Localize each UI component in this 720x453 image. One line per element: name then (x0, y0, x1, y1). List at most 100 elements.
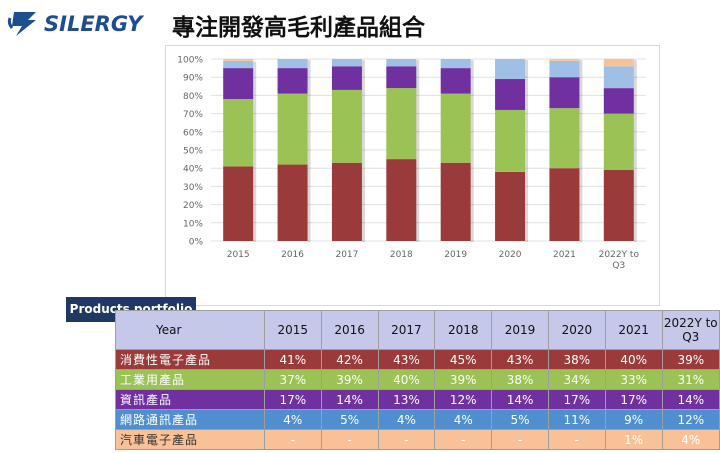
bar-segment (495, 79, 526, 110)
table-cell: 42% (320, 349, 379, 370)
bar-shadow (470, 69, 474, 95)
bar-segment (331, 162, 362, 241)
bar-segment (223, 60, 254, 69)
bar-segment (223, 99, 254, 167)
bar-segment (603, 88, 634, 114)
row-label: 消費性電子產品 (115, 349, 265, 370)
bar-shadow (253, 100, 257, 168)
year-column-header: 2016 (320, 310, 379, 350)
table-row: 工業用產品 37% 39% 40% 39% 38% 34% 33% 31% (115, 369, 720, 390)
table-cell: 38% (547, 349, 606, 370)
bar-shadow (470, 94, 474, 164)
bar-shadow (579, 60, 583, 62)
x-tick-label: 2019 (444, 250, 467, 260)
bar-segment (223, 166, 254, 241)
table-cell: 39% (320, 369, 379, 390)
table-cell: 38% (491, 369, 549, 390)
table-cell: 33% (604, 369, 663, 390)
table-cell: 5% (491, 409, 549, 430)
bar-segment (277, 59, 308, 69)
table-cell: 40% (377, 369, 436, 390)
bar-segment (549, 168, 580, 241)
bar-segment (495, 59, 526, 80)
row-label: 資訊產品 (115, 389, 265, 410)
table-cell: 12% (661, 409, 720, 430)
year-column-header: 2017 (377, 310, 436, 350)
bar-segment (277, 68, 308, 94)
table-cell: 14% (320, 389, 379, 410)
year-column-header: 2022Y to Q3 (661, 310, 720, 350)
bar-segment (549, 59, 580, 61)
bar-shadow (579, 78, 583, 110)
bar-shadow (361, 163, 365, 242)
table-cell: 40% (604, 349, 663, 370)
silergy-logo: SILERGY (6, 6, 156, 40)
portfolio-table: Year 2015 2016 2017 2018 2019 2020 2021 2022Y t… (115, 310, 720, 450)
bar-shadow (416, 89, 420, 161)
bar-shadow (307, 69, 311, 95)
table-cell: 1% (604, 429, 663, 450)
y-tick-label: 90% (183, 74, 203, 84)
bar-segment (440, 162, 471, 241)
table-cell: - (377, 429, 436, 450)
bar-segment (603, 66, 634, 89)
y-tick-label: 0% (189, 238, 204, 248)
table-cell: 14% (491, 389, 549, 410)
stacked-bar-chart: 0% 10% 20% 30% 40% 50% 60% 70% 80% 90% 100% 2015 201… (165, 45, 660, 349)
table-cell: 13% (377, 389, 436, 410)
bar-segment (603, 59, 634, 67)
table-cell: 17% (604, 389, 663, 410)
row-label: 汽車電子產品 (115, 429, 265, 450)
y-tick-label: 70% (183, 110, 203, 120)
bar-segment (386, 66, 417, 89)
bar-shadow (525, 110, 529, 173)
chart-plot: 0% 10% 20% 30% 40% 50% 60% 70% 80% 90% 100% 2015 201… (177, 56, 646, 271)
year-column-header: 2020 (547, 310, 606, 350)
bar-shadow (361, 60, 365, 68)
bar-shadow (307, 94, 311, 166)
table-header-row: Year 2015 2016 2017 2018 2019 2020 2021 2022Y t… (115, 310, 720, 350)
bar-shadow (525, 172, 529, 242)
bar-segment (603, 170, 634, 241)
year-column-header: 2018 (434, 310, 493, 350)
y-tick-label: 80% (183, 92, 203, 102)
table-cell: 34% (547, 369, 606, 390)
bar-segment (277, 164, 308, 241)
x-tick-label: 2020 (499, 250, 522, 260)
silergy-logo-icon (7, 12, 36, 36)
bar-shadow (633, 67, 637, 90)
x-tick-label: Q3 (612, 261, 625, 271)
bar-shadow (416, 67, 420, 90)
table-cell: 14% (661, 389, 720, 410)
x-tick-label: 2015 (227, 250, 250, 260)
y-tick-label: 100% (177, 56, 203, 66)
bar-segment (549, 60, 580, 78)
x-tick-label: 2022Y to (599, 250, 640, 260)
bar-shadow (470, 60, 474, 70)
table-cell: 39% (661, 349, 720, 370)
bar-shadow (253, 167, 257, 242)
year-header: Year (115, 310, 265, 350)
table-cell: 17% (263, 389, 322, 410)
row-label: 網路通訊產品 (115, 409, 265, 430)
bar-segment (331, 66, 362, 90)
bar-shadow (361, 67, 365, 91)
bar-shadow (470, 163, 474, 242)
row-label: 工業用產品 (115, 369, 265, 390)
bar-segment-remainder (223, 59, 254, 61)
table-cell: - (434, 429, 493, 450)
bar-shadow (525, 60, 529, 81)
y-tick-label: 50% (183, 147, 203, 157)
bar-shadow (579, 169, 583, 242)
table-row: 網路通訊產品 4% 5% 4% 4% 5% 11% 9% 12% (115, 409, 720, 430)
year-column-header: 2021 (604, 310, 663, 350)
bar-shadow (633, 171, 637, 242)
bar-segment (440, 68, 471, 94)
bar-shadow (253, 61, 257, 70)
bar-shadow (633, 89, 637, 115)
bar-shadow (633, 114, 637, 172)
bar-shadow (253, 69, 257, 101)
logo-text: SILERGY (44, 12, 143, 36)
x-tick-label: 2017 (335, 250, 358, 260)
bar-shadow (579, 109, 583, 170)
